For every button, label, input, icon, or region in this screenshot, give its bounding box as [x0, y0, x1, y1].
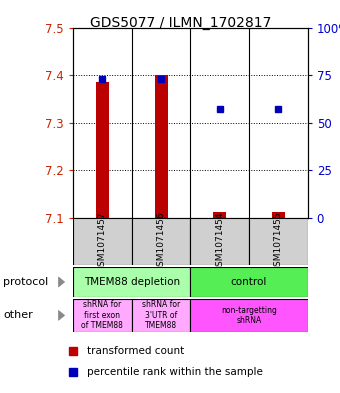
Bar	[73, 299, 132, 332]
Bar	[155, 75, 168, 218]
Bar	[213, 212, 226, 218]
Bar	[132, 299, 190, 332]
Bar	[73, 267, 190, 297]
Bar	[249, 218, 308, 265]
Bar	[73, 218, 132, 265]
Bar	[132, 218, 190, 265]
Text: GSM1071455: GSM1071455	[274, 211, 283, 272]
Bar	[190, 267, 308, 297]
Bar	[190, 299, 308, 332]
Text: GSM1071454: GSM1071454	[215, 211, 224, 272]
Text: TMEM88 depletion: TMEM88 depletion	[84, 277, 180, 287]
Text: GSM1071457: GSM1071457	[98, 211, 107, 272]
Text: shRNA for
3'UTR of
TMEM88: shRNA for 3'UTR of TMEM88	[142, 301, 180, 330]
Text: other: other	[3, 310, 33, 320]
Text: GSM1071456: GSM1071456	[157, 211, 166, 272]
Bar	[190, 218, 249, 265]
Text: shRNA for
first exon
of TMEM88: shRNA for first exon of TMEM88	[82, 301, 123, 330]
Text: non-targetting
shRNA: non-targetting shRNA	[221, 306, 277, 325]
Bar	[96, 82, 109, 218]
Text: protocol: protocol	[3, 277, 49, 287]
Text: transformed count: transformed count	[87, 346, 185, 356]
Text: GDS5077 / ILMN_1702817: GDS5077 / ILMN_1702817	[89, 16, 271, 30]
Bar	[272, 212, 285, 218]
Text: percentile rank within the sample: percentile rank within the sample	[87, 367, 263, 377]
Text: control: control	[231, 277, 267, 287]
